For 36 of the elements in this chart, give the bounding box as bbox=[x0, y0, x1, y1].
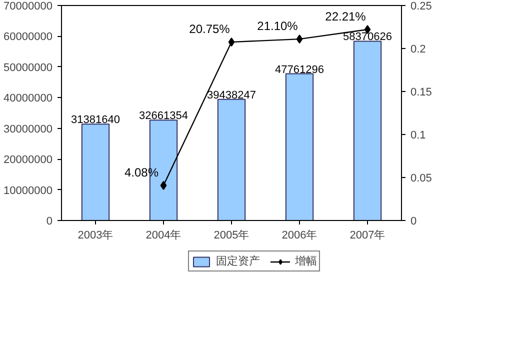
point bbox=[296, 34, 303, 44]
y-tick-label: 40000000 bbox=[4, 92, 53, 105]
x-tick-label: 2003年 bbox=[78, 230, 114, 242]
y2-tick-label: 0.05 bbox=[410, 172, 432, 184]
y-tick-label: 10000000 bbox=[4, 184, 53, 197]
y-tick-label: 0 bbox=[46, 216, 53, 228]
x-tick-label: 2005年 bbox=[214, 230, 250, 242]
data-label: 21.10% bbox=[257, 19, 298, 34]
y-tick-label: 50000000 bbox=[4, 62, 53, 74]
data-label: 20.75% bbox=[189, 22, 230, 36]
y2-tick-label: 0.25 bbox=[410, 0, 432, 12]
y2-tick-label: 0.1 bbox=[410, 130, 426, 142]
y-tick-label: 60000000 bbox=[4, 31, 53, 44]
x-tick-label: 2007年 bbox=[350, 230, 386, 242]
bar bbox=[217, 98, 246, 220]
bar bbox=[353, 40, 382, 220]
data-label: 32661354 bbox=[139, 110, 188, 122]
bar bbox=[81, 124, 110, 220]
data-label: 22.21% bbox=[325, 9, 366, 24]
legend-label: 固定资产 bbox=[216, 254, 260, 268]
y-tick-label: 20000000 bbox=[4, 154, 53, 166]
y-tick-label: 70000000 bbox=[4, 0, 53, 12]
data-label: 47761296 bbox=[275, 64, 324, 76]
data-label: 58370626 bbox=[343, 31, 392, 44]
point bbox=[228, 38, 235, 47]
x-tick-label: 2004年 bbox=[146, 230, 182, 242]
y-tick-label: 30000000 bbox=[4, 123, 53, 136]
x-tick-label: 2006年 bbox=[282, 230, 318, 242]
point bbox=[160, 180, 167, 190]
data-label: 39438247 bbox=[207, 89, 256, 102]
legend-label: 增幅 bbox=[295, 254, 317, 268]
y2-tick-label: 0 bbox=[410, 216, 417, 228]
y2-tick-label: 0.2 bbox=[410, 44, 426, 56]
data-label: 31381640 bbox=[71, 114, 120, 126]
bar bbox=[285, 73, 314, 220]
y2-tick-label: 0.15 bbox=[410, 86, 432, 98]
